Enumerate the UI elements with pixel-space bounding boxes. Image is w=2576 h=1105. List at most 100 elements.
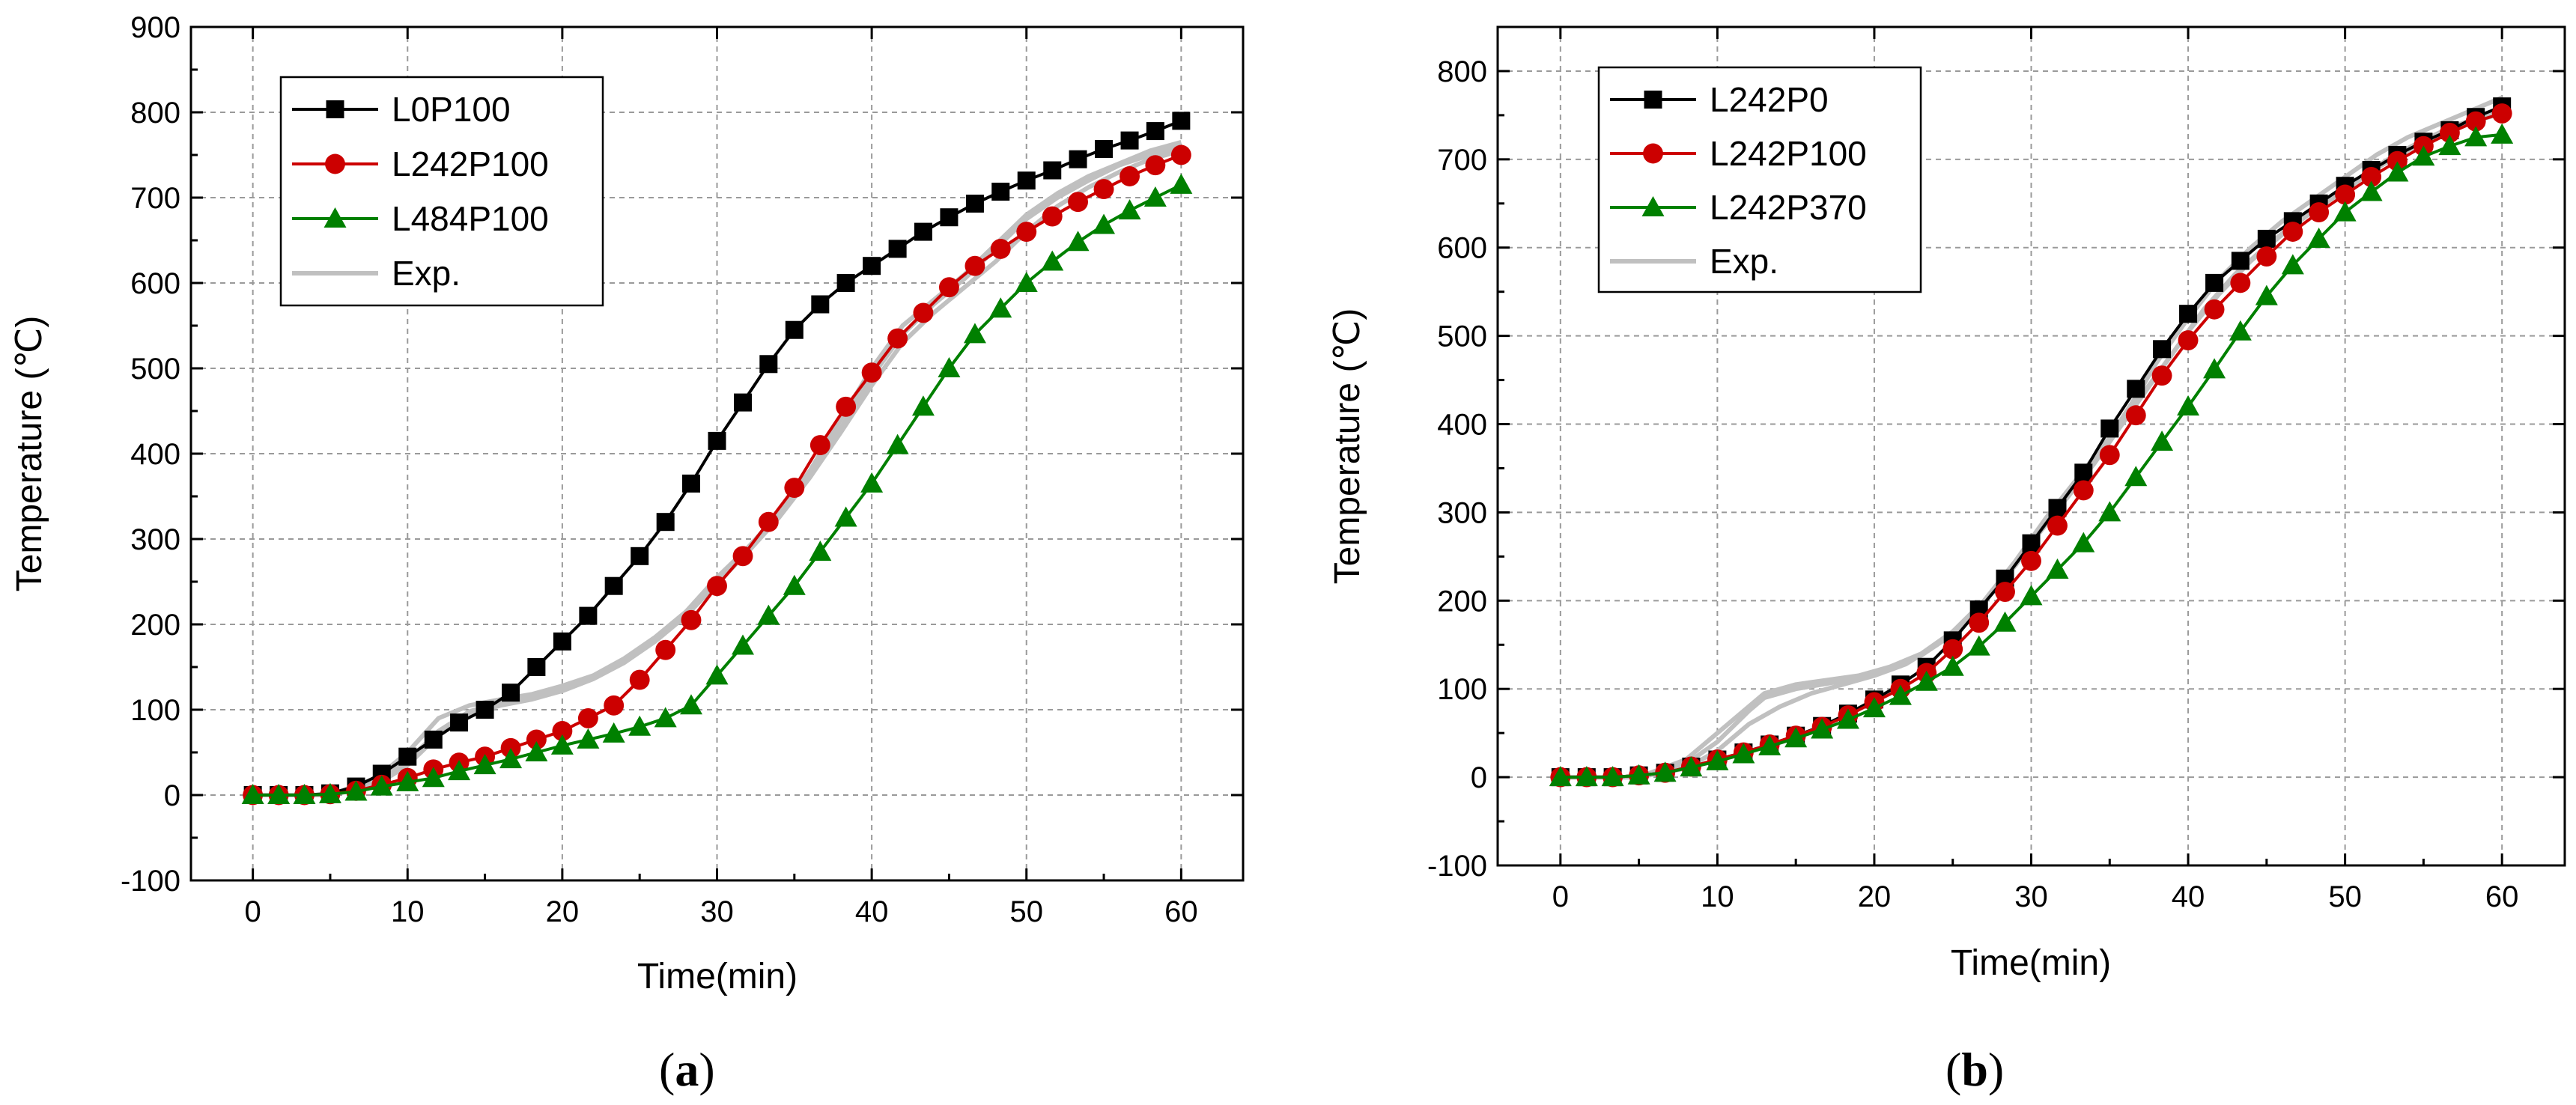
x-tick-label: 40	[2172, 880, 2205, 913]
data-point	[681, 474, 700, 493]
data-point	[1811, 718, 1834, 739]
data-point	[2021, 550, 2041, 571]
data-point	[2387, 150, 2408, 171]
data-point	[2100, 419, 2119, 438]
data-point	[809, 541, 832, 561]
x-tick-label: 30	[2014, 880, 2048, 913]
data-point	[553, 632, 571, 651]
data-point	[1069, 150, 1087, 168]
data-point	[550, 734, 574, 755]
data-point	[2257, 229, 2276, 248]
data-point	[886, 433, 909, 454]
legend-marker	[325, 153, 345, 174]
data-point	[1941, 655, 1964, 676]
data-point	[1042, 206, 1063, 227]
x-tick-label: 30	[700, 895, 734, 928]
data-point	[1784, 727, 1808, 748]
y-tick-label: 700	[130, 182, 180, 215]
data-point	[448, 760, 471, 781]
data-point	[2179, 305, 2198, 323]
panel-label-letter: b	[1961, 1043, 1988, 1096]
panel-label-close: )	[699, 1043, 714, 1096]
data-point	[2125, 405, 2146, 426]
data-point	[293, 784, 316, 804]
panel-label: (b)	[1945, 1043, 2004, 1096]
data-point	[2151, 365, 2172, 386]
legend-label: Exp.	[392, 254, 461, 293]
data-point	[1118, 199, 1141, 220]
data-point	[914, 222, 932, 241]
data-point	[734, 393, 753, 412]
data-point	[888, 240, 907, 258]
data-point	[783, 574, 806, 595]
y-tick-label: 200	[130, 609, 180, 642]
data-point	[2360, 180, 2383, 201]
data-point	[2256, 246, 2277, 267]
data-point	[938, 277, 959, 298]
plot-area	[241, 112, 1193, 806]
data-point	[1095, 140, 1114, 159]
data-point	[241, 784, 264, 804]
data-point	[450, 713, 469, 732]
data-point	[836, 274, 855, 292]
data-point	[655, 639, 676, 660]
data-point	[2046, 558, 2069, 579]
y-tick-label: 200	[1437, 585, 1487, 618]
data-point	[577, 728, 600, 749]
data-point	[836, 396, 857, 417]
legend-label: L242P100	[392, 144, 549, 183]
data-point	[2073, 480, 2094, 501]
data-point	[499, 748, 523, 769]
data-point	[2412, 145, 2435, 166]
data-point	[2464, 126, 2488, 147]
data-point	[629, 669, 650, 690]
data-point	[2048, 499, 2067, 517]
data-point	[2309, 202, 2330, 223]
legend-marker	[323, 207, 347, 228]
data-point	[965, 194, 984, 213]
data-point	[267, 784, 291, 804]
data-point	[2203, 358, 2226, 379]
data-point	[527, 658, 546, 676]
data-point	[911, 395, 935, 416]
data-point	[526, 729, 547, 750]
data-point	[938, 357, 961, 377]
data-point	[811, 295, 830, 314]
data-point	[965, 255, 985, 276]
data-point	[2020, 585, 2043, 606]
y-tick-label: 900	[130, 11, 180, 44]
y-tick-label: 0	[1471, 761, 1487, 794]
data-point	[628, 715, 651, 736]
data-point	[863, 257, 881, 276]
data-point	[318, 782, 341, 803]
y-tick-label: 600	[1437, 232, 1487, 265]
y-axis-title: Temperature (℃)	[10, 316, 49, 592]
panel-label-open: (	[659, 1043, 675, 1096]
data-point	[1143, 186, 1167, 207]
data-point	[707, 576, 727, 597]
data-point	[1146, 122, 1164, 141]
data-point	[2204, 299, 2225, 320]
data-point	[1549, 766, 1572, 787]
y-tick-label: -100	[121, 865, 180, 898]
x-tick-label: 0	[245, 895, 261, 928]
legend-label: Exp.	[1710, 242, 1778, 281]
y-tick-label: 500	[1437, 320, 1487, 353]
x-tick-label: 20	[1858, 880, 1892, 913]
data-point	[424, 730, 443, 749]
data-point	[2231, 252, 2250, 270]
panel-label-letter: a	[675, 1043, 699, 1096]
y-tick-label: 800	[130, 97, 180, 130]
data-point	[604, 695, 625, 716]
data-point	[2153, 340, 2172, 359]
data-point	[1942, 639, 1963, 660]
data-point	[861, 362, 882, 383]
data-point	[2177, 395, 2200, 415]
data-point	[2333, 201, 2357, 222]
data-point	[1017, 171, 1036, 190]
y-tick-label: 300	[130, 523, 180, 556]
y-tick-label: -100	[1427, 850, 1487, 883]
data-point	[2307, 227, 2330, 248]
data-point	[602, 722, 625, 743]
